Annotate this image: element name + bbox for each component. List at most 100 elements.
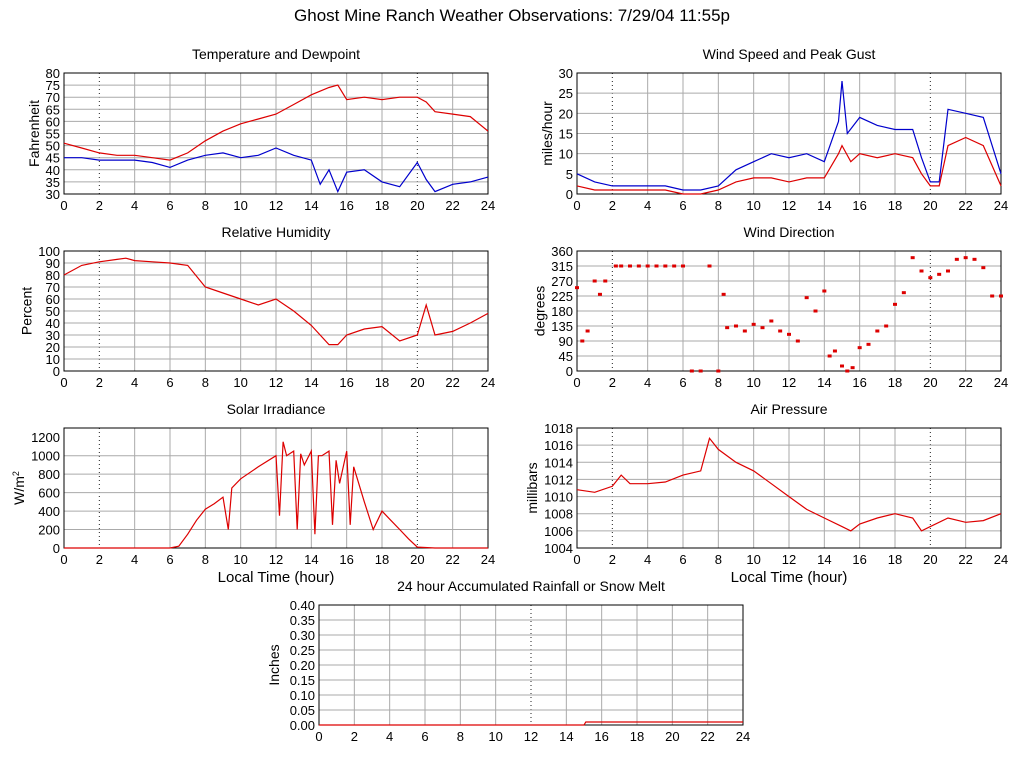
y-tick-label: 40 — [46, 316, 60, 331]
y-tick-label: 0.05 — [290, 703, 315, 718]
x-tick-label: 2 — [609, 552, 616, 567]
data-point — [751, 322, 756, 326]
data-point — [937, 272, 942, 276]
data-point — [832, 349, 837, 353]
x-tick-label: 4 — [386, 729, 393, 744]
y-axis-label: W/m2 — [11, 471, 27, 505]
data-point — [857, 346, 862, 350]
data-point — [592, 279, 597, 283]
series-line-relative-humidity — [63, 257, 489, 346]
y-tick-label: 90 — [559, 334, 573, 349]
x-tick-label: 8 — [202, 375, 209, 390]
y-tick-label: 10 — [46, 352, 60, 367]
y-axis-label: miles/hour — [539, 101, 555, 166]
y-tick-label: 100 — [38, 244, 60, 259]
x-tick-label: 18 — [888, 198, 902, 213]
y-tick-label: 225 — [551, 289, 573, 304]
data-point — [919, 269, 924, 273]
x-tick-label: 16 — [852, 552, 866, 567]
y-tick-label: 1004 — [544, 541, 573, 556]
x-tick-label: 22 — [958, 375, 972, 390]
x-tick-label: 20 — [923, 552, 937, 567]
x-tick-label: 20 — [665, 729, 679, 744]
y-tick-label: 800 — [38, 467, 60, 482]
x-tick-label: 14 — [304, 552, 318, 567]
x-tick-label: 10 — [746, 552, 760, 567]
x-tick-label: 8 — [715, 198, 722, 213]
x-tick-label: 10 — [233, 198, 247, 213]
data-point — [981, 266, 986, 270]
x-tick-label: 14 — [304, 375, 318, 390]
x-tick-label: 6 — [166, 198, 173, 213]
x-tick-label: 4 — [644, 198, 651, 213]
data-point — [597, 292, 602, 296]
data-point — [575, 286, 579, 290]
y-tick-label: 10 — [559, 147, 573, 162]
plot-frame — [576, 427, 1002, 549]
x-tick-label: 20 — [410, 375, 424, 390]
x-tick-label: 0 — [60, 375, 67, 390]
y-tick-label: 5 — [566, 167, 573, 182]
y-tick-label: 50 — [46, 139, 60, 154]
y-axis-label: Percent — [19, 287, 35, 335]
y-tick-label: 45 — [46, 151, 60, 166]
y-tick-label: 0 — [53, 364, 60, 379]
x-tick-label: 22 — [700, 729, 714, 744]
series-line-solar-irradiance — [64, 441, 488, 549]
y-tick-label: 200 — [38, 523, 60, 538]
x-tick-label: 0 — [573, 375, 580, 390]
data-point — [990, 294, 995, 298]
data-point — [884, 324, 889, 328]
data-point — [850, 366, 855, 370]
x-tick-label: 2 — [96, 375, 103, 390]
y-tick-label: 65 — [46, 102, 60, 117]
y-tick-label: 360 — [551, 244, 573, 259]
data-point — [716, 369, 721, 373]
data-point — [707, 264, 712, 268]
x-tick-label: 10 — [233, 375, 247, 390]
data-point — [689, 369, 694, 373]
data-point — [827, 354, 832, 358]
y-tick-label: 30 — [46, 187, 60, 202]
x-tick-label: 24 — [481, 552, 495, 567]
x-tick-label: 16 — [852, 375, 866, 390]
x-tick-label: 0 — [60, 552, 67, 567]
chart-title: Relative Humidity — [222, 224, 331, 240]
chart-title: Solar Irradiance — [227, 401, 326, 417]
data-point — [734, 324, 738, 328]
x-tick-label: 18 — [375, 375, 389, 390]
x-tick-label: 2 — [609, 198, 616, 213]
y-tick-label: 1018 — [544, 421, 573, 436]
x-tick-label: 22 — [445, 198, 459, 213]
data-point — [928, 276, 933, 280]
x-tick-label: 14 — [817, 198, 831, 213]
data-point — [954, 257, 959, 261]
chart-title: Wind Direction — [743, 224, 834, 240]
x-tick-label: 8 — [202, 552, 209, 567]
y-tick-label: 1012 — [544, 472, 573, 487]
chart-title: Temperature and Dewpoint — [192, 46, 360, 62]
data-point — [636, 264, 641, 268]
chart-title: Air Pressure — [750, 401, 827, 417]
y-tick-label: 0 — [53, 541, 60, 556]
data-point — [603, 279, 608, 283]
x-tick-label: 2 — [351, 729, 358, 744]
chart-rainfall: 24 hour Accumulated Rainfall or Snow Mel… — [266, 578, 750, 744]
x-tick-label: 10 — [746, 198, 760, 213]
x-tick-label: 24 — [994, 198, 1008, 213]
x-tick-label: 0 — [573, 552, 580, 567]
data-point — [721, 292, 726, 296]
plot-frame — [576, 72, 1002, 195]
x-tick-label: 0 — [60, 198, 67, 213]
x-tick-label: 16 — [339, 375, 353, 390]
y-tick-label: 0.30 — [290, 628, 315, 643]
x-tick-label: 12 — [269, 198, 283, 213]
y-tick-label: 0.40 — [290, 598, 315, 613]
y-tick-label: 80 — [46, 66, 60, 81]
y-tick-label: 1008 — [544, 507, 573, 522]
x-tick-label: 0 — [573, 198, 580, 213]
x-tick-label: 6 — [679, 198, 686, 213]
data-point — [645, 264, 650, 268]
y-axis-label: degrees — [532, 286, 548, 337]
data-point — [613, 264, 618, 268]
